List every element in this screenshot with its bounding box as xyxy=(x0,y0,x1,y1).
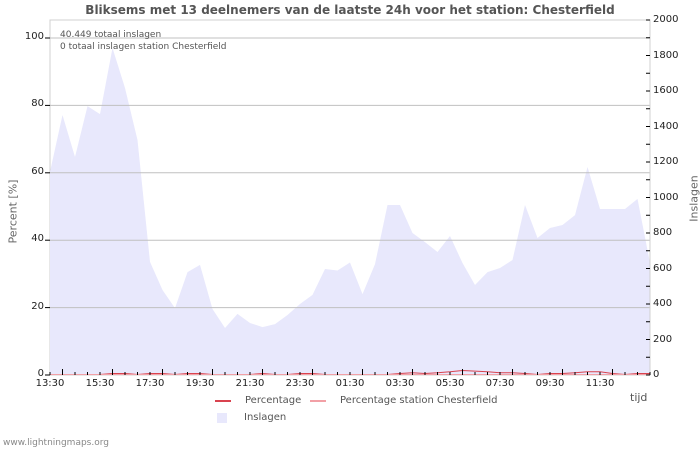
strikes-area xyxy=(50,48,650,375)
right-tick-label: 400 xyxy=(653,298,673,309)
left-tick-label: 80 xyxy=(31,98,44,110)
left-tick-label: 100 xyxy=(24,31,44,42)
legend-label: Percentage xyxy=(245,395,302,406)
right-tick-label: 1200 xyxy=(653,156,679,167)
right-tick-label: 1800 xyxy=(653,49,679,61)
right-tick-label: 1400 xyxy=(653,120,679,132)
x-tick-label: 19:30 xyxy=(185,378,215,389)
x-tick-label: 05:30 xyxy=(435,378,465,389)
legend-percentage: Percentage xyxy=(215,395,301,406)
total-strikes-annotation: 40.449 totaal inslagen xyxy=(60,30,162,40)
footer-link[interactable]: www.lightningmaps.org xyxy=(3,438,109,448)
x-tick-label: 13:30 xyxy=(35,378,65,389)
x-tick-label: 01:30 xyxy=(335,378,365,389)
x-tick-label: 09:30 xyxy=(535,378,565,389)
x-tick-label: 03:30 xyxy=(385,378,415,389)
left-tick-label: 20 xyxy=(31,300,44,312)
right-tick-label: 800 xyxy=(653,227,673,238)
right-tick-label: 2000 xyxy=(653,14,679,25)
right-axis-title: Inslagen xyxy=(687,175,700,222)
x-axis-title: tijd xyxy=(630,391,648,404)
legend-strikes: Inslagen xyxy=(214,412,286,423)
right-tick-label: 200 xyxy=(653,333,673,345)
left-tick-label: 40 xyxy=(31,233,44,245)
x-tick-label: 07:30 xyxy=(485,378,515,389)
x-tick-label: 11:30 xyxy=(585,378,615,389)
x-tick-label: 21:30 xyxy=(235,378,265,389)
x-tick-label: 17:30 xyxy=(135,378,165,389)
legend-label: Percentage station Chesterfield xyxy=(340,395,498,406)
x-tick-label: 23:30 xyxy=(285,378,315,389)
legend-label: Inslagen xyxy=(244,412,287,423)
left-tick-label: 0 xyxy=(37,368,44,379)
legend-line-icon xyxy=(215,399,231,402)
x-tick-label: 15:30 xyxy=(85,378,115,389)
chart-title: Bliksems met 13 deelnemers van de laatst… xyxy=(85,3,615,17)
legend-line-icon xyxy=(310,399,326,402)
right-tick-label: 1000 xyxy=(653,191,679,203)
axes xyxy=(45,19,651,376)
left-tick-label: 60 xyxy=(31,165,44,177)
right-tick-label: 1600 xyxy=(653,85,679,96)
legend-area-icon xyxy=(217,412,227,423)
legend-percentage-station: Percentage station Chesterfield xyxy=(310,395,497,406)
station-strikes-annotation: 0 totaal inslagen station Chesterfield xyxy=(60,42,227,52)
right-tick-label: 0 xyxy=(653,369,660,380)
right-tick-label: 600 xyxy=(653,262,673,274)
